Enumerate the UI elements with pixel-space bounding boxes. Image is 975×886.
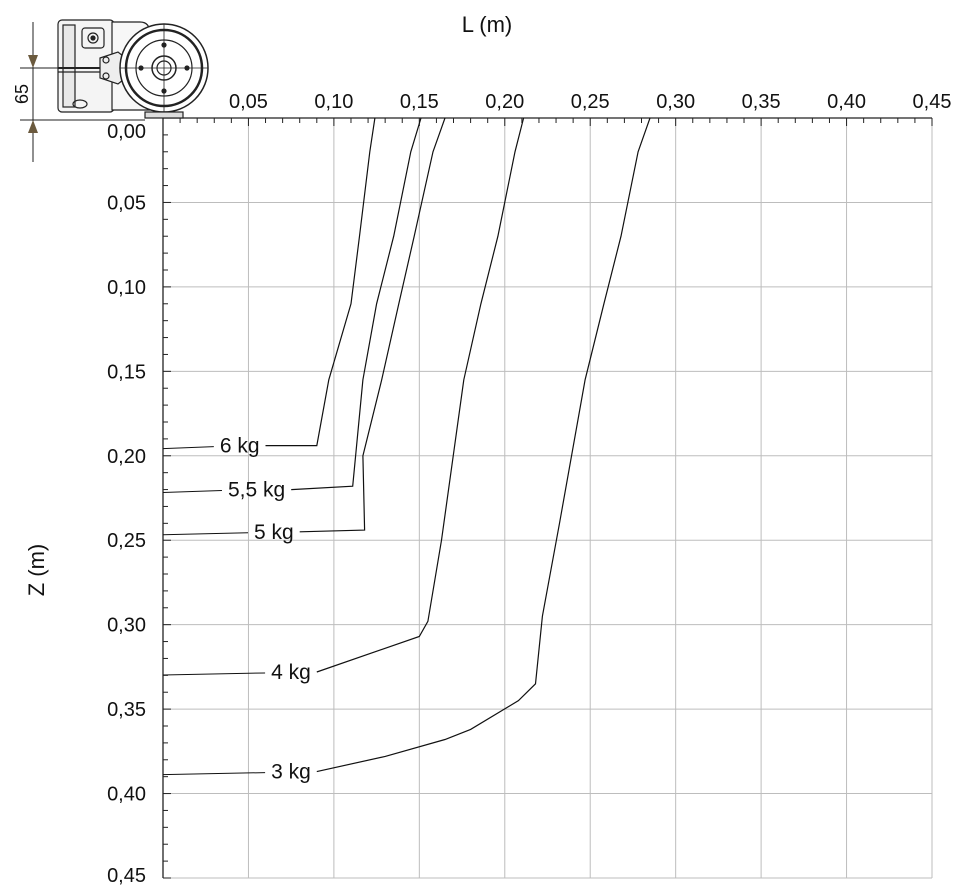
grid-lines bbox=[163, 118, 933, 879]
dimension-65 bbox=[20, 22, 145, 162]
load-curve bbox=[316, 117, 525, 673]
x-tick-label: 0,35 bbox=[742, 91, 781, 113]
y-tick-label: 0,35 bbox=[107, 699, 146, 721]
label-leader-line bbox=[162, 532, 249, 536]
x-tick-label: 0,20 bbox=[485, 91, 524, 113]
y-tick-label: 0,20 bbox=[107, 446, 146, 468]
y-tick-label: 0,45 bbox=[107, 865, 146, 886]
curve-label: 5 kg bbox=[254, 521, 294, 544]
y-tick-labels: 0,00 0,05 0,10 0,15 0,20 0,25 0,30 0,35 0,40 0,45 bbox=[107, 121, 146, 886]
load-curve bbox=[291, 117, 422, 491]
robot-wrist-drawing-icon bbox=[57, 19, 209, 119]
load-curve bbox=[265, 117, 376, 447]
x-tick-label: 0,45 bbox=[913, 91, 952, 113]
x-tick-label: 0,40 bbox=[827, 91, 866, 113]
axes bbox=[162, 117, 933, 879]
x-tick-label: 0,10 bbox=[314, 91, 353, 113]
x-axis-title: L (m) bbox=[462, 12, 513, 37]
dimension-label: 65 bbox=[12, 84, 32, 104]
y-tick-label: 0,10 bbox=[107, 277, 146, 299]
load-curves bbox=[265, 117, 651, 773]
curve-labels: 6 kg 5,5 kg 5 kg 4 kg 3 kg bbox=[162, 435, 311, 784]
x-tick-label: 0,15 bbox=[400, 91, 439, 113]
y-tick-label: 0,25 bbox=[107, 530, 146, 552]
x-tick-label: 0,30 bbox=[656, 91, 695, 113]
y-tick-label: 0,15 bbox=[107, 361, 146, 383]
curve-label: 6 kg bbox=[220, 435, 260, 458]
y-tick-label: 0,05 bbox=[107, 192, 146, 214]
x-tick-labels: 0,05 0,10 0,15 0,20 0,25 0,30 0,35 0,40 0,45 bbox=[229, 91, 951, 113]
y-tick-label: 0,30 bbox=[107, 615, 146, 637]
curve-label: 3 kg bbox=[271, 761, 311, 784]
y-axis-title: Z (m) bbox=[24, 544, 49, 597]
load-curve bbox=[299, 117, 446, 533]
label-leader-line bbox=[162, 490, 222, 494]
y-tick-label: 0,40 bbox=[107, 784, 146, 806]
curve-label: 5,5 kg bbox=[228, 479, 285, 502]
y-tick-label: 0,00 bbox=[107, 121, 146, 143]
load-curve bbox=[316, 117, 651, 773]
curve-label: 4 kg bbox=[271, 661, 311, 684]
x-tick-label: 0,25 bbox=[571, 91, 610, 113]
x-tick-label: 0,05 bbox=[229, 91, 268, 113]
label-leader-line bbox=[162, 446, 214, 450]
label-leader-line bbox=[162, 772, 266, 776]
label-leader-line bbox=[162, 672, 266, 676]
